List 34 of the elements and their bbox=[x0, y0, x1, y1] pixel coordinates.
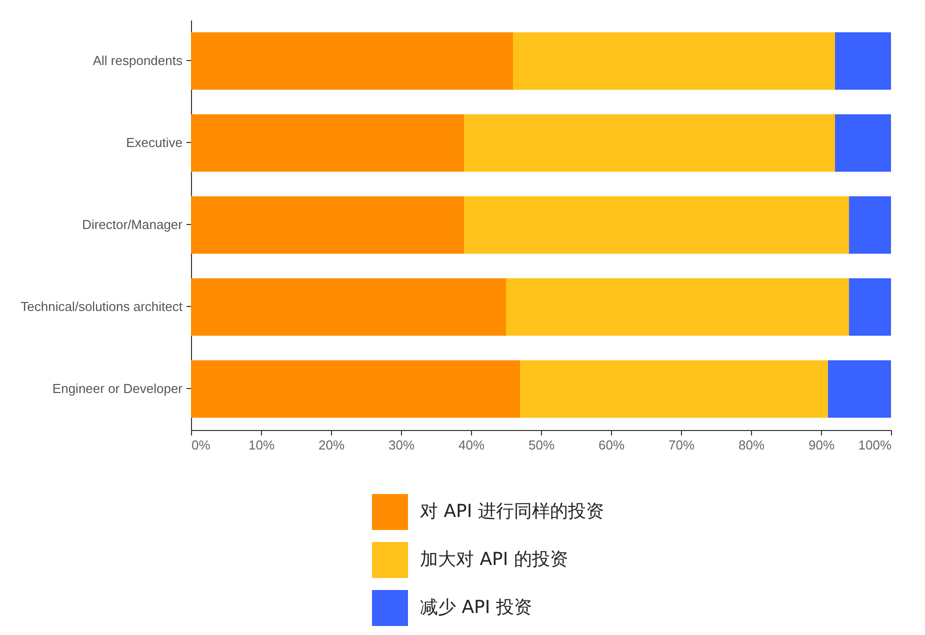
x-tick-label: 60% bbox=[598, 438, 625, 452]
y-tick-label: Director/Manager bbox=[82, 217, 184, 232]
bar bbox=[828, 360, 891, 418]
bar bbox=[513, 32, 835, 90]
bar bbox=[835, 32, 891, 90]
legend-label: 对 API 进行同样的投资 bbox=[420, 501, 604, 522]
bar bbox=[191, 32, 513, 90]
x-tick-label: 40% bbox=[458, 438, 485, 452]
bar bbox=[520, 360, 828, 418]
bar bbox=[835, 114, 891, 172]
x-tick-label: 10% bbox=[248, 438, 275, 452]
x-tick-label: 70% bbox=[668, 438, 695, 452]
y-tick-label: Executive bbox=[126, 135, 182, 150]
legend-label: 减少 API 投资 bbox=[420, 597, 532, 618]
bar bbox=[849, 196, 891, 254]
bar bbox=[191, 360, 520, 418]
y-tick-label: Engineer or Developer bbox=[52, 381, 184, 396]
bar bbox=[191, 114, 464, 172]
x-tick-label: 90% bbox=[808, 438, 835, 452]
legend-label: 加大对 API 的投资 bbox=[420, 549, 568, 570]
bar bbox=[464, 196, 849, 254]
y-tick-label: Technical/solutions architect bbox=[20, 299, 183, 314]
y-tick-label: All respondents bbox=[92, 53, 183, 68]
x-tick-label: 20% bbox=[318, 438, 345, 452]
x-tick-label: 50% bbox=[528, 438, 555, 452]
x-tick-label: 0% bbox=[192, 438, 211, 452]
x-tick-label: 80% bbox=[738, 438, 765, 452]
bar bbox=[849, 278, 891, 336]
bar bbox=[191, 196, 464, 254]
bar bbox=[506, 278, 849, 336]
bar bbox=[464, 114, 835, 172]
x-tick-label: 100% bbox=[858, 438, 892, 452]
bar bbox=[191, 278, 506, 336]
x-tick-label: 30% bbox=[388, 438, 415, 452]
